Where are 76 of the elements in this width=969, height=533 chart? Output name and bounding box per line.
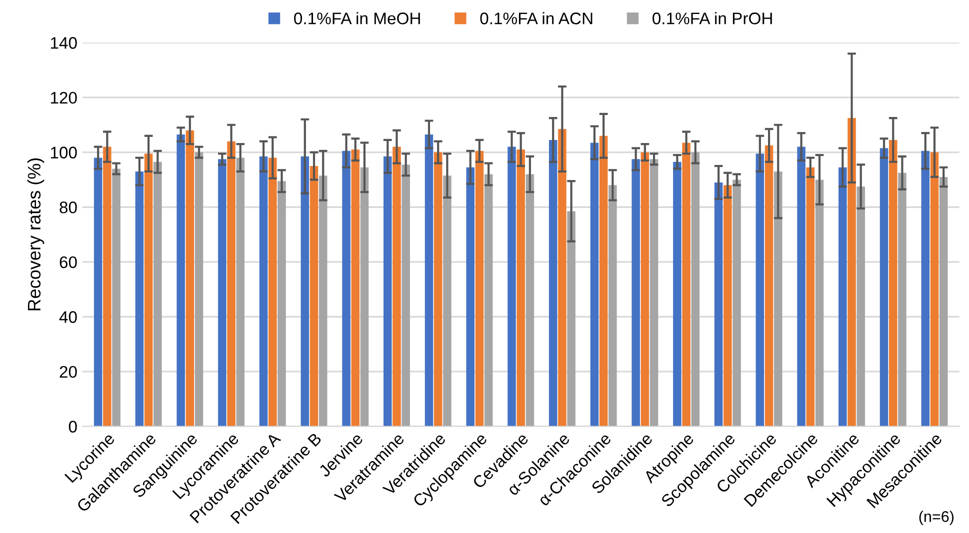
bar: [898, 172, 906, 426]
y-tick-label: 100: [50, 146, 77, 158]
bar: [516, 150, 525, 426]
bar: [640, 152, 650, 426]
bar: [434, 152, 442, 426]
bar: [443, 176, 452, 426]
bar: [144, 154, 153, 426]
y-tick-label: 0: [68, 420, 77, 433]
bar: [103, 146, 112, 426]
bar: [650, 159, 658, 426]
y-tick-label: 60: [60, 256, 77, 268]
bar: [218, 159, 226, 426]
bar: [236, 158, 245, 426]
bar: [806, 167, 815, 426]
legend-label: 0.1%FA in PrOH: [652, 12, 772, 24]
y-tick-label: 80: [60, 202, 77, 214]
y-tick-label: 120: [50, 92, 77, 104]
bar: [599, 136, 608, 426]
legend-label: 0.1%FA in MeOH: [294, 12, 420, 24]
legend-label: 0.1%FA in ACN: [480, 12, 592, 24]
bar: [278, 181, 286, 426]
bar: [484, 174, 493, 426]
bar: [567, 211, 576, 426]
bar: [466, 167, 475, 426]
y-axis-title: Recovery rates (%): [27, 158, 44, 310]
bar: [176, 134, 185, 426]
bar: [548, 140, 558, 426]
bar: [848, 118, 856, 426]
bar: [856, 186, 865, 426]
bar: [318, 176, 328, 426]
bar: [691, 152, 700, 426]
bar: [632, 159, 640, 426]
bar: [526, 174, 534, 426]
bar: [797, 146, 806, 426]
bar: [351, 150, 360, 426]
bar: [880, 148, 888, 426]
bar: [94, 158, 102, 426]
bar: [608, 185, 617, 426]
bar: [764, 145, 774, 426]
bar: [774, 171, 782, 426]
bar: [930, 152, 939, 426]
y-tick-label: 20: [60, 366, 77, 378]
bar: [135, 171, 144, 426]
y-tick-label: 40: [59, 311, 77, 323]
bar: [732, 180, 741, 426]
bar: [475, 150, 484, 426]
bar: [392, 146, 401, 426]
bar: [815, 180, 824, 426]
bar: [342, 150, 350, 426]
bar: [360, 167, 369, 426]
bar: [921, 150, 930, 426]
text: (n=6): [919, 510, 954, 525]
bar: [402, 164, 410, 426]
bar: [112, 168, 120, 426]
y-tick-label: 140: [50, 37, 77, 49]
bar: [939, 176, 948, 426]
bar: [682, 142, 690, 426]
bar: [310, 166, 318, 426]
bar: [756, 154, 764, 426]
bar: [300, 156, 310, 426]
bar: [424, 134, 434, 426]
bar: [508, 146, 516, 426]
bar: [724, 185, 732, 426]
bar: [838, 167, 847, 426]
bar: [673, 162, 682, 426]
bar: [558, 128, 566, 426]
bar: [714, 182, 723, 426]
bar: [268, 158, 277, 426]
bar: [154, 162, 162, 426]
bar: [259, 156, 268, 426]
bar: [186, 130, 194, 426]
bar: [384, 156, 392, 426]
bar: [227, 141, 236, 426]
bar: [888, 140, 898, 426]
bar: [194, 152, 204, 426]
bar: [590, 142, 599, 426]
